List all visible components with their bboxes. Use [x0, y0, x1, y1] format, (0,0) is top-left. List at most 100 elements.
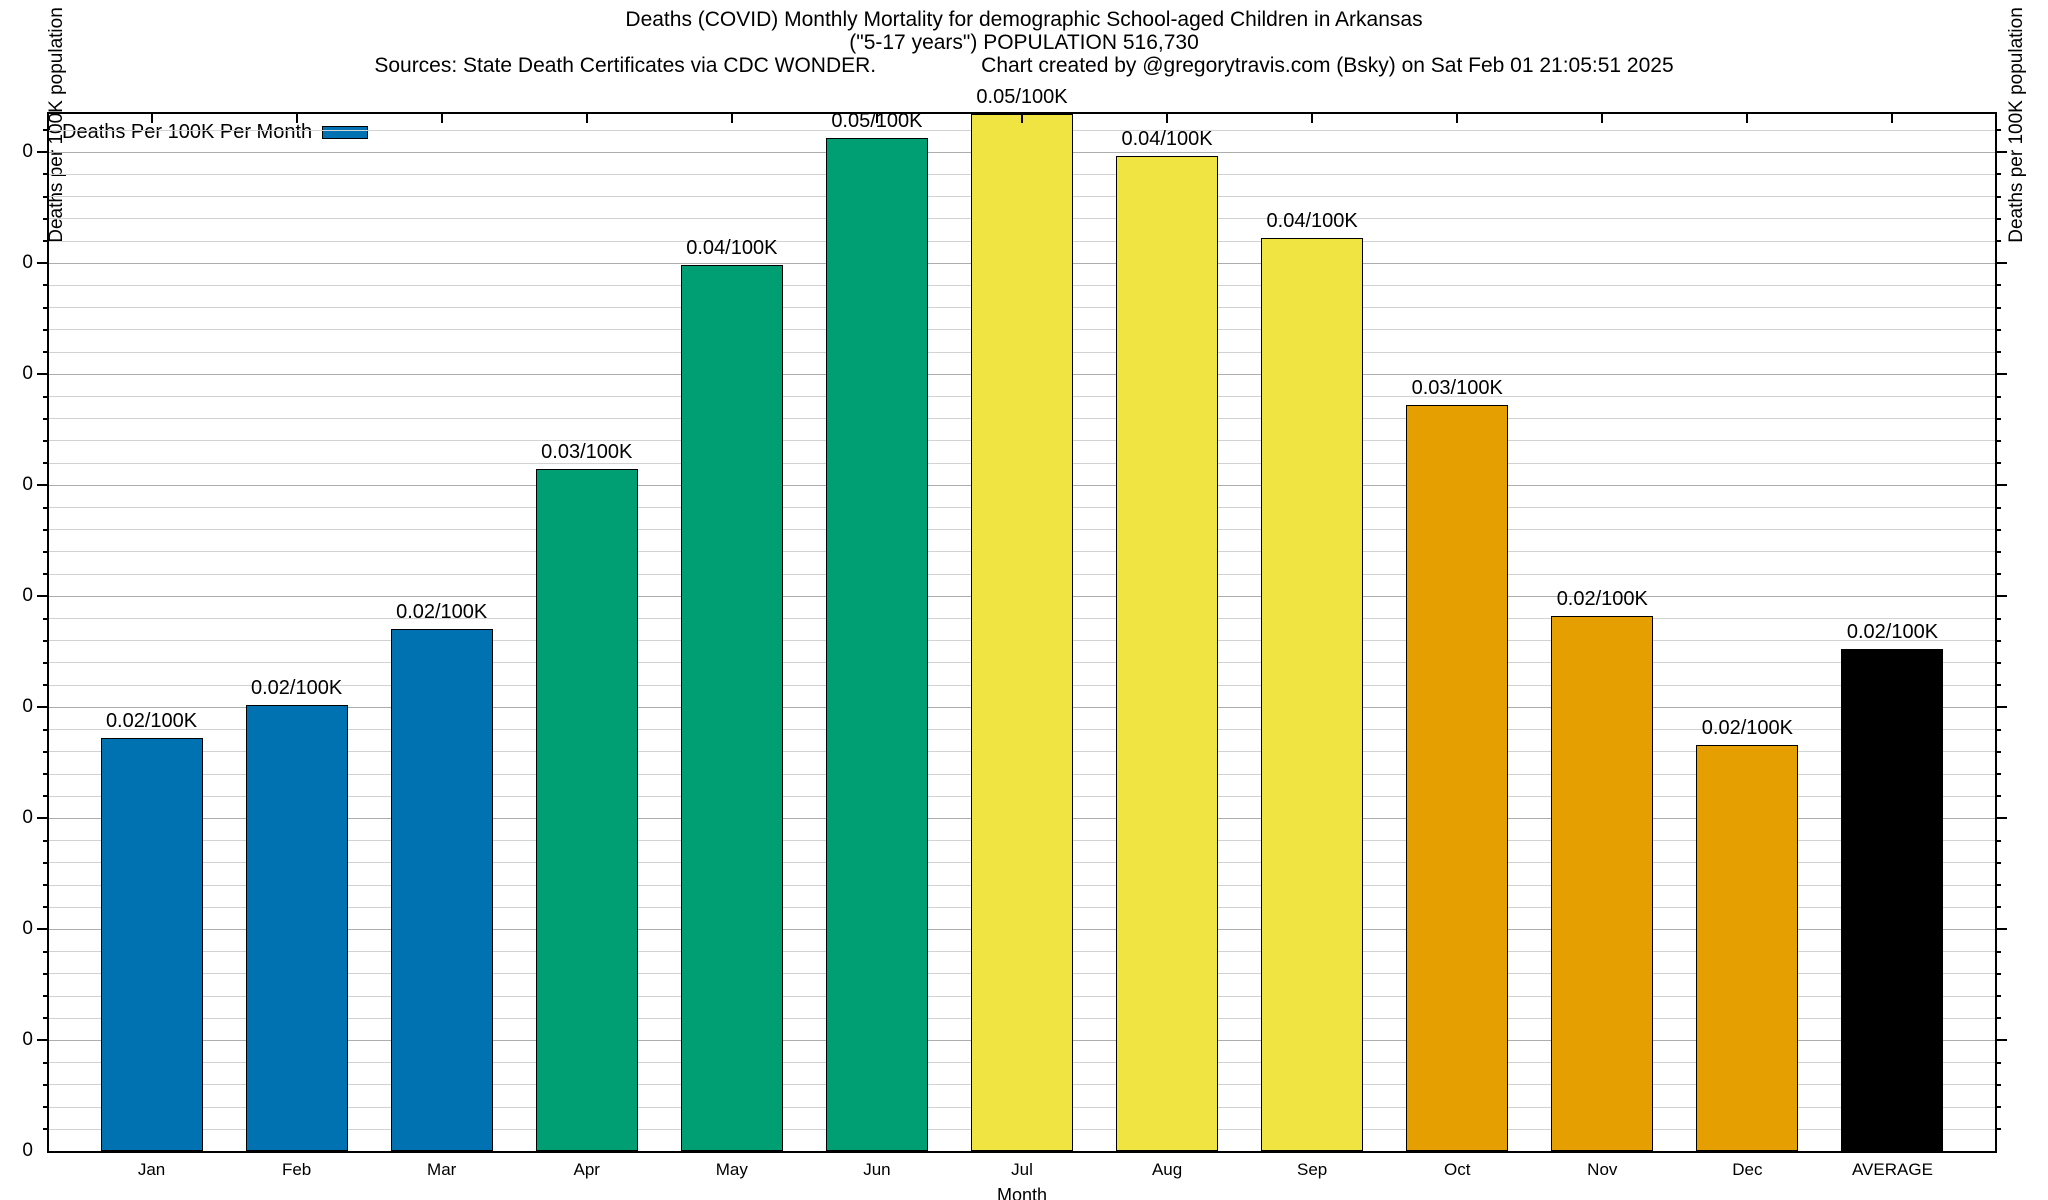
- bar-value-label-average: 0.02/100K: [1846, 621, 1939, 644]
- y-axis-tick: [43, 573, 49, 576]
- legend: Deaths Per 100K Per Month: [62, 121, 369, 144]
- y-axis-tick: [1995, 395, 2001, 398]
- y-axis-tick: [43, 528, 49, 531]
- y-axis-tick: [1995, 884, 2001, 887]
- y-tick-label: 0: [22, 695, 33, 717]
- y-axis-tick: [43, 240, 49, 243]
- y-axis-tick: [1995, 795, 2001, 798]
- y-axis-tick: [43, 972, 49, 975]
- y-axis-tick: [37, 817, 49, 820]
- y-axis-tick: [1995, 1083, 2001, 1086]
- chart-title: Deaths (COVID) Monthly Mortality for dem…: [625, 8, 1423, 31]
- y-tick-label: 0: [22, 1028, 33, 1050]
- y-axis-tick: [1995, 506, 2001, 509]
- y-axis-tick: [1995, 373, 2007, 376]
- y-axis-tick: [1995, 351, 2001, 354]
- y-axis-tick: [1995, 129, 2001, 132]
- y-axis-tick: [43, 1083, 49, 1086]
- y-tick-label-origin: 0: [22, 1140, 33, 1161]
- x-tick-label-sep: Sep: [1297, 1160, 1328, 1179]
- y-axis-tick: [1995, 328, 2001, 331]
- x-axis-title: Month: [996, 1185, 1048, 1200]
- y-axis-tick: [43, 728, 49, 731]
- y-axis-tick: [43, 906, 49, 909]
- y-axis-tick: [1995, 839, 2001, 842]
- bar-may: [680, 265, 783, 1151]
- bar-apr: [535, 469, 638, 1151]
- y-axis-tick: [1995, 928, 2007, 931]
- y-axis-tick: [43, 462, 49, 465]
- y-axis-tick: [1995, 750, 2001, 753]
- y-axis-tick: [1995, 262, 2007, 265]
- bar-value-label-oct: 0.03/100K: [1411, 376, 1503, 399]
- y-axis-title-left: Deaths per 100K population: [46, 7, 67, 243]
- y-tick-label: 0: [22, 917, 33, 939]
- y-axis-tick: [1995, 284, 2001, 287]
- y-axis-tick: [1995, 417, 2001, 420]
- y-axis-tick: [1995, 1039, 2007, 1042]
- x-tick-label-feb: Feb: [281, 1160, 312, 1179]
- y-axis-tick: [43, 306, 49, 309]
- y-axis-tick: [1995, 706, 2007, 709]
- y-axis-tick: [43, 506, 49, 509]
- bar-mar: [390, 629, 493, 1151]
- y-axis-tick: [1995, 995, 2001, 998]
- bar-value-label-sep: 0.04/100K: [1266, 210, 1358, 233]
- y-axis-tick: [43, 884, 49, 887]
- y-axis-tick: [37, 928, 49, 931]
- y-axis-tick: [37, 262, 49, 265]
- top-mirror-tick: [150, 114, 153, 123]
- top-mirror-tick: [1746, 114, 1749, 123]
- bar-value-label-apr: 0.03/100K: [541, 441, 633, 464]
- y-axis-tick: [1995, 950, 2001, 953]
- top-mirror-tick: [1456, 114, 1459, 123]
- y-axis-tick: [37, 706, 49, 709]
- top-mirror-tick: [295, 114, 298, 123]
- x-tick-label-aug: Aug: [1151, 1160, 1183, 1179]
- y-axis-tick: [43, 328, 49, 331]
- y-tick-label: 0: [22, 473, 33, 495]
- y-axis-tick: [1995, 639, 2001, 642]
- y-axis-tick: [1995, 817, 2007, 820]
- y-axis-tick: [1995, 595, 2007, 598]
- bar-jul: [971, 114, 1073, 1151]
- y-axis-title-right: Deaths per 100K population: [2006, 7, 2027, 243]
- y-axis-tick: [1995, 861, 2001, 864]
- legend-swatch: [322, 126, 369, 139]
- bar-oct: [1406, 404, 1509, 1151]
- y-axis-tick: [43, 173, 49, 176]
- y-axis-tick: [43, 861, 49, 864]
- bar-value-label-nov: 0.02/100K: [1556, 587, 1648, 610]
- top-mirror-tick: [585, 114, 588, 123]
- x-tick-label-nov: Nov: [1587, 1160, 1618, 1179]
- top-mirror-tick: [1891, 114, 1894, 123]
- bar-jan: [100, 737, 203, 1151]
- bar-average: [1841, 649, 1944, 1151]
- y-axis-tick: [43, 195, 49, 198]
- y-axis-tick: [43, 129, 49, 132]
- y-axis-tick: [1995, 617, 2001, 620]
- y-axis-tick: [1995, 1128, 2001, 1131]
- y-axis-tick: [43, 351, 49, 354]
- y-axis-tick: [43, 284, 49, 287]
- bar-value-label-jan: 0.02/100K: [105, 709, 198, 732]
- top-mirror-tick: [440, 114, 443, 123]
- x-tick-label-oct: Oct: [1443, 1160, 1471, 1179]
- y-axis-tick: [1995, 684, 2001, 687]
- y-axis-tick: [43, 1128, 49, 1131]
- top-mirror-tick: [1021, 114, 1023, 123]
- y-axis-tick: [1995, 1061, 2001, 1064]
- y-axis-tick: [37, 373, 49, 376]
- top-mirror-tick: [1601, 114, 1604, 123]
- y-axis-tick: [43, 617, 49, 620]
- bar-value-label-may: 0.04/100K: [686, 237, 778, 259]
- y-axis-tick: [43, 1061, 49, 1064]
- y-axis-tick: [1995, 906, 2001, 909]
- y-axis-tick: [43, 417, 49, 420]
- y-tick-label: 0: [22, 584, 33, 606]
- y-axis-tick: [43, 684, 49, 687]
- y-axis-tick: [43, 217, 49, 220]
- y-tick-label: 0: [22, 251, 33, 273]
- y-axis-tick: [43, 839, 49, 842]
